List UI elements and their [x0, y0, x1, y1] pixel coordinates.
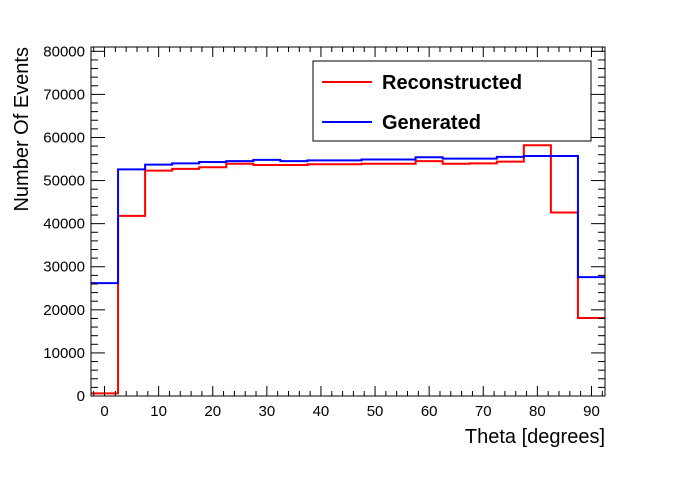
y-tick-label: 70000: [43, 86, 85, 103]
y-tick-label: 40000: [43, 216, 85, 233]
x-tick-label: 70: [475, 403, 492, 420]
tick-labels-layer: 0 10 20 30 40 50 60 70 80 90 0 10000 20000 30000 40000…: [43, 43, 600, 420]
x-tick-label: 50: [367, 403, 384, 420]
x-axis-label: Theta [degrees]: [465, 426, 605, 448]
legend-label-generated: Generated: [382, 112, 481, 134]
x-tick-label: 10: [150, 403, 167, 420]
y-tick-label: 30000: [43, 259, 85, 276]
y-tick-label: 50000: [43, 173, 85, 190]
plot-frame: [90, 46, 606, 397]
x-tick-label: 20: [204, 403, 221, 420]
x-tick-label: 0: [100, 403, 108, 420]
y-tick-label: 0: [77, 388, 85, 405]
ticks-layer: [91, 47, 605, 397]
series-layer: [91, 144, 605, 395]
x-tick-label: 90: [583, 403, 600, 420]
x-tick-label: 40: [313, 403, 330, 420]
legend-label-reconstructed: Reconstructed: [382, 72, 522, 94]
y-tick-label: 20000: [43, 302, 85, 319]
x-tick-label: 60: [421, 403, 438, 420]
series-generated-path: [91, 155, 605, 285]
y-tick-label: 80000: [43, 43, 85, 60]
legend: Reconstructed Generated: [312, 60, 592, 142]
legend-box: [312, 60, 592, 142]
y-axis-label: Number Of Events: [11, 47, 33, 212]
x-tick-label: 30: [258, 403, 275, 420]
series-generated-line: [91, 155, 605, 285]
y-tick-label: 10000: [43, 345, 85, 362]
x-tick-label: 80: [529, 403, 546, 420]
y-tick-label: 60000: [43, 129, 85, 146]
